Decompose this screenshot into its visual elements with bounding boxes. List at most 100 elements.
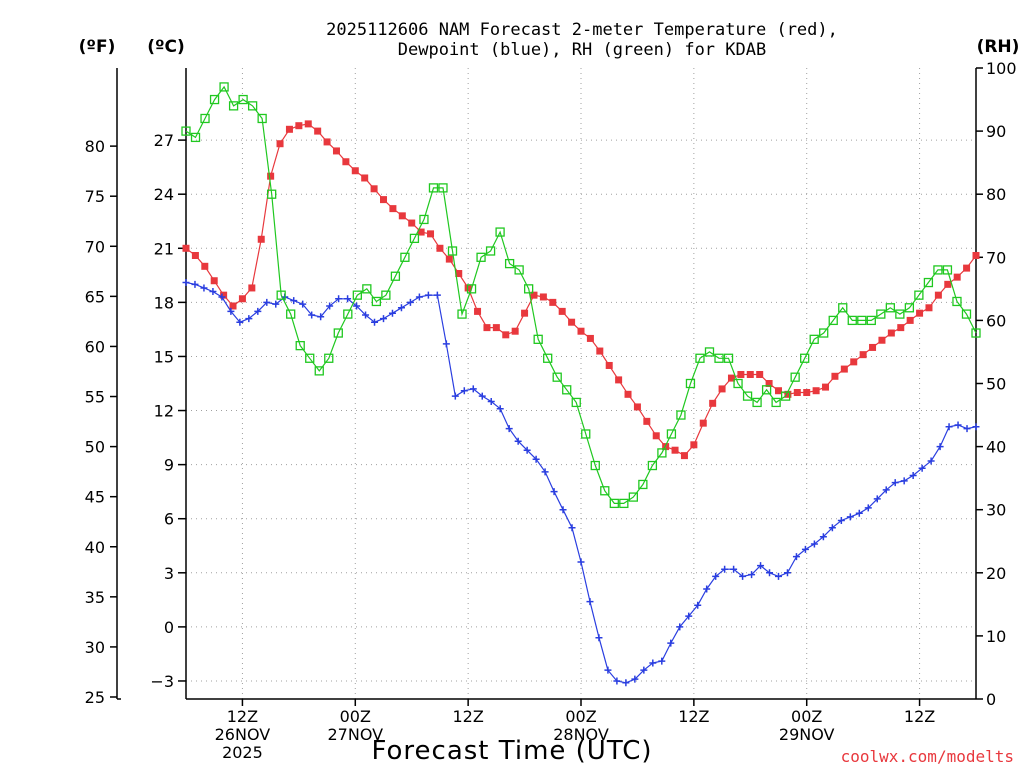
dewpoint-point xyxy=(550,488,558,496)
temperature-point xyxy=(248,284,256,292)
rh-point xyxy=(314,366,324,376)
rh-point xyxy=(952,296,962,307)
rh-tick-label: 0 xyxy=(986,690,996,709)
x-tick-label: 28NOV xyxy=(553,725,609,744)
rh-point xyxy=(676,410,686,420)
fahrenheit-tick-label: 25 xyxy=(85,688,105,707)
temperature-point xyxy=(746,370,754,378)
dewpoint-point xyxy=(577,558,585,566)
rh-point xyxy=(343,309,353,319)
rh-point xyxy=(790,372,800,382)
rh-point xyxy=(619,498,629,509)
temperature-point xyxy=(436,244,444,252)
temperature-point xyxy=(831,372,839,380)
temperature-point xyxy=(408,219,416,227)
rh-point xyxy=(761,385,772,395)
rh-point xyxy=(533,334,543,344)
dewpoint-point xyxy=(353,302,361,310)
dewpoint-point xyxy=(478,392,486,400)
rh-point xyxy=(628,492,638,502)
rh-tick-label: 60 xyxy=(986,311,1006,330)
temperature-point xyxy=(342,158,350,166)
temperature-point xyxy=(210,277,218,285)
rh-point xyxy=(809,334,819,344)
temperature-point xyxy=(944,280,952,288)
rh-point xyxy=(400,252,410,262)
chart-title-line-1: 2025112606 NAM Forecast 2-meter Temperat… xyxy=(326,20,838,40)
dewpoint-point xyxy=(326,302,334,310)
axes: 25 30 35 40 45 50 55 60 65 70 75 80 −3 0 3 6 9 12 15 18 21 24… xyxy=(85,59,1017,709)
temperature-point xyxy=(427,230,435,238)
dewpoint-point xyxy=(505,425,513,433)
dewpoint-point xyxy=(712,572,720,580)
temperature-point xyxy=(539,293,547,301)
temperature-point xyxy=(530,291,538,299)
dewpoint-point xyxy=(649,659,657,667)
dewpoint-point xyxy=(442,340,450,348)
temperature-point xyxy=(549,298,557,306)
fahrenheit-tick-label: 50 xyxy=(85,438,105,457)
rh-point xyxy=(895,309,905,319)
rh-point xyxy=(447,246,458,256)
temperature-series xyxy=(182,120,980,460)
dewpoint-point xyxy=(873,495,881,503)
rh-point xyxy=(514,265,524,275)
temperature-point xyxy=(925,304,933,312)
temperature-point xyxy=(803,389,811,397)
rh-tick-label: 100 xyxy=(986,59,1017,78)
dewpoint-point xyxy=(245,315,253,323)
dewpoint-point xyxy=(523,446,531,454)
rh-point xyxy=(780,391,791,401)
temperature-point xyxy=(624,390,632,398)
temperature-point xyxy=(521,309,529,317)
temperature-point xyxy=(916,309,924,317)
x-tick-label: 26NOV xyxy=(215,725,271,744)
celsius-tick-label: −3 xyxy=(150,672,174,691)
dewpoint-point xyxy=(451,392,459,400)
temperature-point xyxy=(417,228,425,236)
dewpoint-point xyxy=(828,524,836,532)
dewpoint-point xyxy=(792,553,800,561)
rh-point xyxy=(476,252,486,262)
rh-point xyxy=(295,340,305,351)
celsius-tick-label: 24 xyxy=(154,185,174,204)
celsius-tick-label: 9 xyxy=(164,456,174,475)
temperature-point xyxy=(191,251,199,259)
dewpoint-point xyxy=(685,612,693,620)
temperature-point xyxy=(963,264,971,272)
temperature-point xyxy=(878,336,886,344)
rh-point xyxy=(828,315,838,326)
rh-point xyxy=(524,284,534,294)
dewpoint-point xyxy=(864,504,872,512)
rh-point xyxy=(914,290,924,300)
temperature-point xyxy=(257,235,265,243)
dewpoint-point xyxy=(299,300,307,308)
temperature-point xyxy=(643,417,651,425)
rh-point xyxy=(800,353,810,363)
dewpoint-point xyxy=(559,506,567,514)
dewpoint-point xyxy=(640,666,648,674)
temperature-point xyxy=(775,387,782,395)
rh-point xyxy=(457,309,467,319)
data-series xyxy=(181,82,981,687)
rh-point xyxy=(942,265,953,275)
temperature-point xyxy=(370,185,378,193)
temperature-point xyxy=(568,318,576,326)
dewpoint-point xyxy=(227,307,235,315)
temperature-point xyxy=(229,302,237,310)
temperature-point xyxy=(586,334,594,342)
dewpoint-point xyxy=(882,486,890,494)
celsius-tick-label: 3 xyxy=(164,564,174,583)
temperature-point xyxy=(605,361,613,369)
rh-point xyxy=(752,397,762,408)
rh-point xyxy=(428,183,439,193)
dewpoint-point xyxy=(335,295,343,303)
dewpoint-point xyxy=(218,293,226,301)
dewpoint-point xyxy=(963,425,971,433)
rh-point xyxy=(238,94,248,105)
rh-point xyxy=(609,498,619,509)
dewpoint-point xyxy=(739,572,747,580)
rh-point xyxy=(971,328,981,338)
dewpoint-point xyxy=(945,423,953,431)
fahrenheit-tick-label: 45 xyxy=(85,488,105,507)
